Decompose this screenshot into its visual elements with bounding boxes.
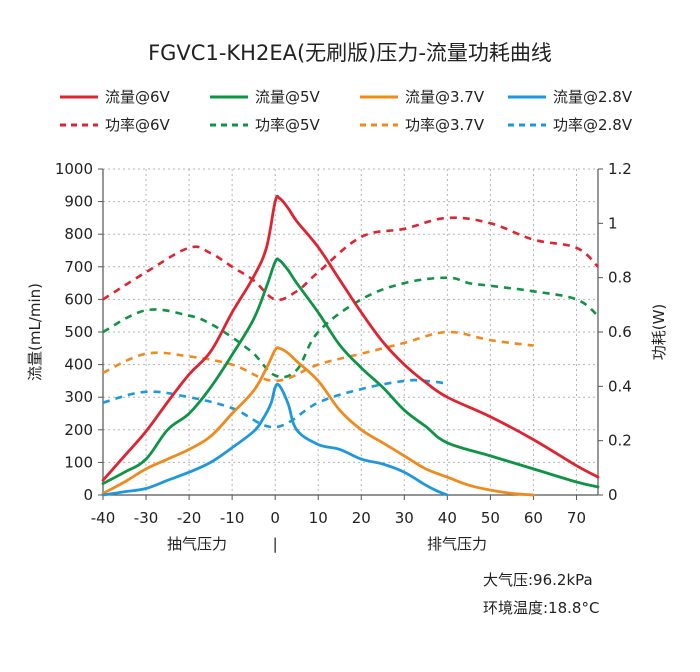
series-line-5 [102, 276, 599, 379]
y-right-tick-label-1: 0.2 [608, 432, 632, 450]
x-tick-label-3: -10 [220, 509, 245, 527]
x-tick-label-8: 40 [438, 509, 457, 527]
y-right-tick-label-3: 0.6 [608, 323, 632, 341]
legend-label-5: 功率@5V [255, 116, 321, 134]
x-tick-label-4: 0 [270, 509, 280, 527]
x-tick-label-1: -30 [134, 509, 159, 527]
axes: -40 -30 -20 -10 0 10 20 30 40 50 60 700100200300400… [55, 160, 632, 527]
x-tick-label-9: 50 [481, 509, 500, 527]
y-left-tick-label-4: 400 [64, 356, 93, 374]
y-left-tick-label-8: 800 [64, 225, 93, 243]
legend-label-0: 流量@6V [105, 88, 171, 106]
series-line-6 [102, 330, 534, 383]
y-left-tick-label-3: 300 [64, 388, 93, 406]
x-tick-label-10: 60 [524, 509, 543, 527]
y-right-tick-label-2: 0.4 [608, 377, 632, 395]
legend-label-4: 功率@6V [105, 116, 171, 134]
annotations: 大气压:96.2kPa 环境温度:18.8°C [483, 571, 599, 617]
y-right-tick-label-4: 0.8 [608, 269, 632, 287]
y-left-axis-title: 流量(mL/min) [26, 283, 44, 381]
y-right-tick-label-5: 1 [608, 214, 618, 232]
y-right-tick-label-6: 1.2 [608, 160, 632, 178]
y-left-tick-label-10: 1000 [55, 160, 93, 178]
x-section-divider: | [273, 535, 278, 553]
grid [103, 168, 598, 495]
annotation-1: 环境温度:18.8°C [483, 599, 599, 617]
chart-title: FGVC1-KH2EA(无刷版)压力-流量功耗曲线 [148, 41, 552, 65]
series-line-0 [101, 194, 600, 482]
series-line-4 [102, 216, 599, 302]
series-layer [101, 194, 600, 497]
x-tick-label-5: 10 [309, 509, 328, 527]
x-tick-label-6: 20 [352, 509, 371, 527]
legend-label-6: 功率@3.7V [405, 116, 485, 134]
x-tick-label-0: -40 [91, 509, 116, 527]
legend-label-2: 流量@3.7V [405, 88, 485, 106]
y-left-tick-label-7: 700 [64, 258, 93, 276]
y-right-tick-label-0: 0 [608, 486, 618, 504]
x-tick-label-7: 30 [395, 509, 414, 527]
y-left-tick-label-1: 100 [64, 453, 93, 471]
legend-label-7: 功率@2.8V [553, 116, 633, 134]
annotation-0: 大气压:96.2kPa [483, 571, 593, 589]
y-left-tick-label-0: 0 [83, 486, 93, 504]
y-left-tick-label-2: 200 [64, 421, 93, 439]
legend: 流量@6V 流量@5V 流量@3.7V 流量@2.8V 功率@6V 功率@5V 功率@3.7… [60, 88, 633, 134]
legend-label-1: 流量@5V [255, 88, 321, 106]
y-left-tick-label-9: 900 [64, 193, 93, 211]
y-left-tick-label-5: 500 [64, 323, 93, 341]
series-line-7 [102, 378, 448, 429]
legend-label-3: 流量@2.8V [553, 88, 633, 106]
series-line-1 [101, 257, 600, 489]
series-line-3 [101, 382, 449, 497]
x-section-label-left: 抽气压力 [167, 535, 227, 553]
y-right-axis-title: 功耗(W) [650, 304, 668, 361]
series-line-2 [101, 346, 535, 497]
x-tick-label-11: 70 [567, 509, 586, 527]
x-tick-label-2: -20 [177, 509, 202, 527]
axis-labels: 流量(mL/min) 功耗(W) 抽气压力 | 排气压力 [26, 283, 668, 553]
x-section-label-right: 排气压力 [427, 535, 487, 553]
y-left-tick-label-6: 600 [64, 290, 93, 308]
